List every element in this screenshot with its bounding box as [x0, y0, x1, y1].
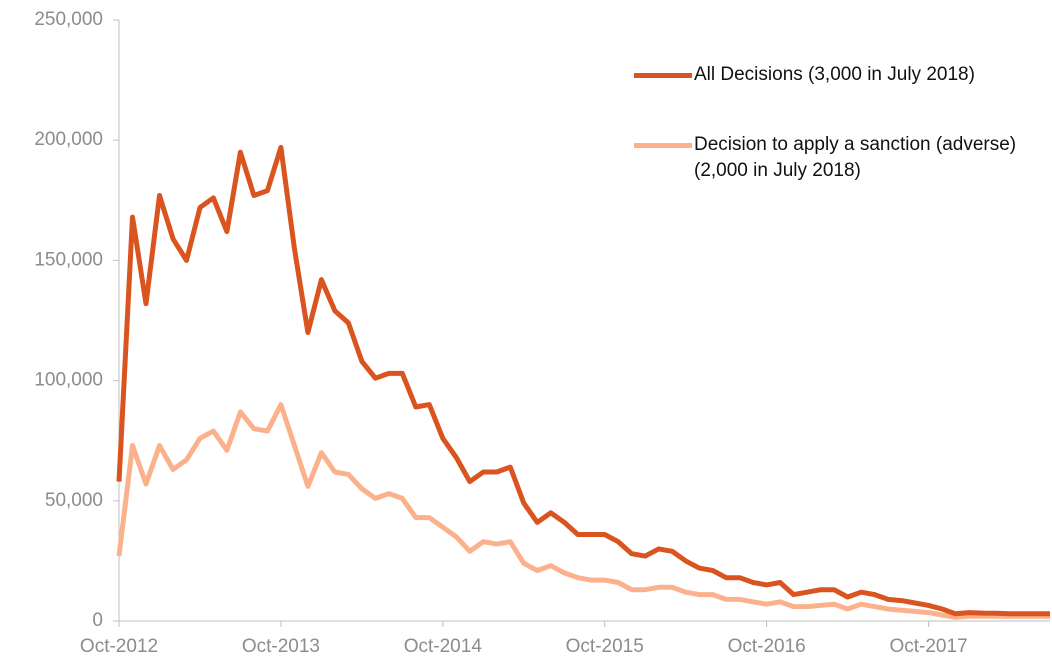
y-tick-label: 200,000 [34, 129, 103, 150]
y-tick-label: 100,000 [34, 370, 103, 391]
y-tick-label: 50,000 [45, 490, 103, 511]
legend-swatch [634, 143, 692, 148]
series-line [116, 144, 1050, 617]
series-line [116, 402, 1050, 620]
y-tick-label: 150,000 [34, 249, 103, 270]
x-tick-label: Oct-2013 [242, 636, 320, 657]
y-tick-label: 250,000 [34, 9, 103, 30]
legend-label: Decision to apply a sanction (adverse) (… [694, 134, 1017, 181]
x-tick-label: Oct-2016 [728, 636, 806, 657]
x-tick-label: Oct-2017 [889, 636, 967, 657]
y-tick-label: 0 [92, 610, 103, 631]
legend-entry: Decision to apply a sanction (adverse) (… [634, 132, 1024, 184]
legend-swatch [634, 73, 692, 78]
x-tick-label: Oct-2014 [404, 636, 483, 657]
x-tick-label: Oct-2015 [566, 636, 644, 657]
x-tick-label: Oct-2012 [80, 636, 158, 657]
legend-label: All Decisions (3,000 in July 2018) [694, 64, 975, 85]
legend-entry: All Decisions (3,000 in July 2018) [634, 62, 1034, 88]
